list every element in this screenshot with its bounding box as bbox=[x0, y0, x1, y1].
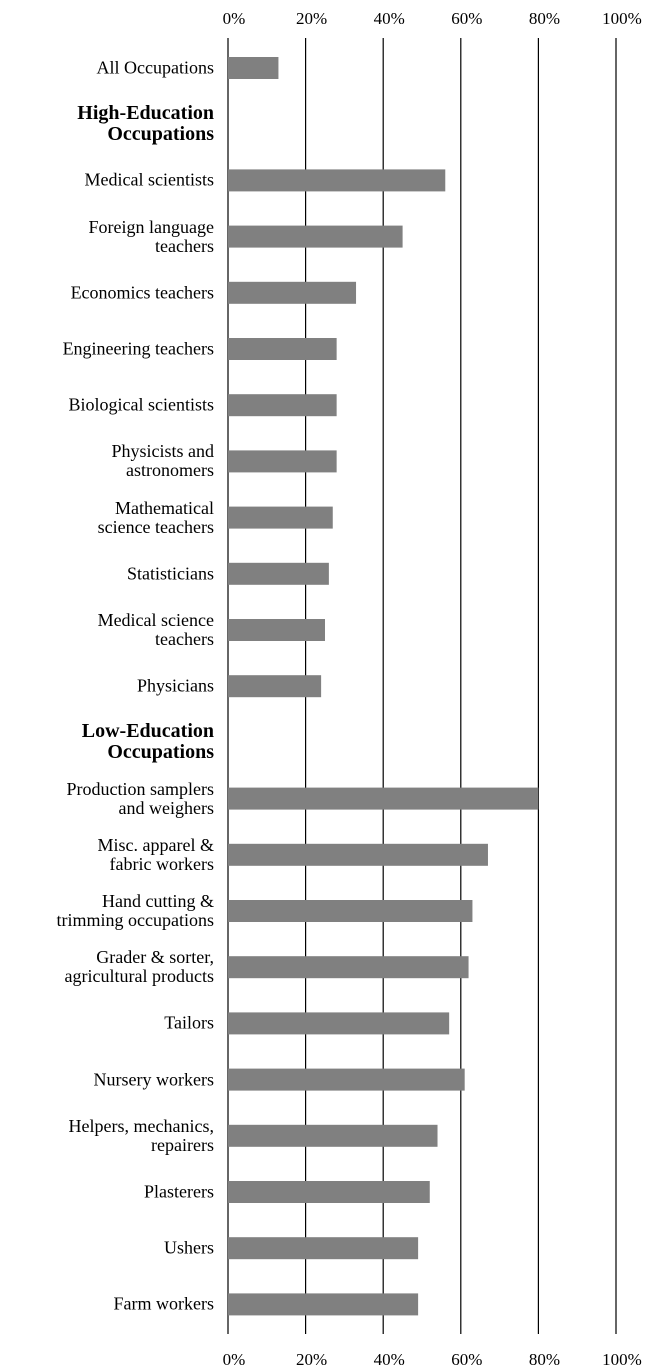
category-label: Biological scientists bbox=[68, 394, 215, 415]
category-label: Nursery workers bbox=[93, 1069, 214, 1090]
category-label: Mathematical science teachers bbox=[97, 497, 214, 537]
bar bbox=[228, 225, 403, 248]
bar bbox=[228, 619, 325, 641]
x-tick-label-bottom: 100% bbox=[602, 1350, 642, 1369]
section-header: High-Education Occupations bbox=[77, 102, 214, 146]
category-label: Tailors bbox=[164, 1012, 214, 1033]
bar bbox=[228, 450, 337, 473]
bar bbox=[228, 956, 469, 979]
bar bbox=[228, 281, 357, 304]
category-label: Farm workers bbox=[113, 1293, 214, 1314]
bar bbox=[228, 506, 333, 529]
category-label: All Occupations bbox=[96, 57, 214, 78]
category-label: Medical science teachers bbox=[97, 610, 214, 649]
bar bbox=[228, 562, 329, 585]
x-tick-label-top: 80% bbox=[529, 9, 560, 28]
bar bbox=[228, 1012, 450, 1035]
bar bbox=[228, 1068, 465, 1091]
bar bbox=[228, 675, 322, 698]
bar bbox=[228, 338, 337, 360]
bar bbox=[228, 787, 539, 810]
section-header: Low-Education Occupations bbox=[81, 720, 214, 764]
category-label: Physicists and astronomers bbox=[111, 441, 214, 481]
bar bbox=[228, 1237, 419, 1260]
category-label: Misc. apparel & fabric workers bbox=[97, 834, 214, 874]
category-label: Medical scientists bbox=[84, 169, 214, 190]
x-tick-label-top: 100% bbox=[602, 9, 642, 28]
category-label: Grader & sorter, agricultural products bbox=[64, 947, 214, 987]
bar bbox=[228, 57, 279, 79]
category-label: Plasterers bbox=[144, 1181, 214, 1202]
category-label: Foreign language teachers bbox=[88, 216, 214, 256]
category-label: Statisticians bbox=[127, 563, 214, 584]
x-tick-label-top: 0% bbox=[223, 9, 246, 28]
bar bbox=[228, 1181, 430, 1203]
bar bbox=[228, 843, 488, 866]
bar bbox=[228, 1293, 419, 1316]
x-tick-label-bottom: 40% bbox=[374, 1350, 405, 1369]
bar bbox=[228, 169, 446, 192]
category-label: Ushers bbox=[164, 1237, 214, 1258]
x-tick-label-top: 40% bbox=[374, 9, 405, 28]
category-label: Production samplers and weighers bbox=[66, 778, 214, 818]
category-label: Physicians bbox=[136, 675, 214, 696]
x-tick-label-bottom: 20% bbox=[296, 1350, 327, 1369]
category-label: Economics teachers bbox=[70, 282, 214, 303]
category-label: Hand cutting & trimming occupations bbox=[56, 891, 214, 930]
category-label: Engineering teachers bbox=[62, 338, 214, 359]
x-tick-label-top: 20% bbox=[296, 9, 327, 28]
x-tick-label-bottom: 60% bbox=[451, 1350, 482, 1369]
x-tick-label-bottom: 80% bbox=[529, 1350, 560, 1369]
bar bbox=[228, 394, 337, 417]
bar bbox=[228, 1124, 438, 1147]
x-tick-label-bottom: 0% bbox=[223, 1350, 246, 1369]
bar bbox=[228, 900, 473, 922]
category-label: Helpers, mechanics, repairers bbox=[68, 1115, 214, 1155]
x-tick-label-top: 60% bbox=[451, 9, 482, 28]
